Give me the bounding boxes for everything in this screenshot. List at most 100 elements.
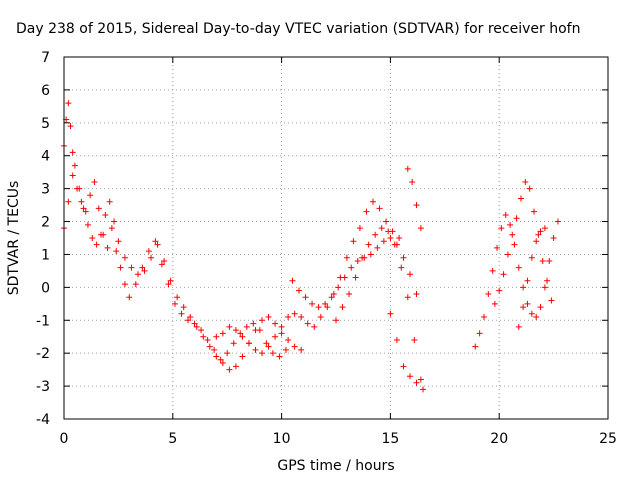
data-point [243,323,250,330]
data-point [232,327,239,334]
data-point [206,343,213,350]
data-point [531,208,538,215]
data-point [472,343,479,350]
data-point [121,281,128,288]
data-point [226,366,233,373]
x-tick-label: 15 [381,431,399,447]
data-point [515,264,522,271]
data-point [213,353,220,360]
x-tick-label: 20 [490,431,508,447]
y-tick-label: -4 [36,412,50,428]
y-axis-label: SDTVAR / TECUs [6,181,22,296]
data-point [224,350,231,357]
data-point [100,231,107,238]
data-point [367,251,374,258]
data-point [489,267,496,274]
x-tick-label: 10 [273,431,291,447]
data-point [404,165,411,172]
data-point [406,373,413,380]
data-point [480,313,487,320]
data-point [533,313,540,320]
data-point [291,310,298,317]
data-point [289,277,296,284]
data-point [476,330,483,337]
data-point [317,313,324,320]
data-point [148,254,155,261]
data-point [507,221,514,228]
series-track-i [491,179,555,307]
data-point [285,337,292,344]
data-point [524,277,531,284]
series-track-b [61,172,289,363]
data-point [322,300,329,307]
data-point [372,231,379,238]
data-point [217,356,224,363]
data-point [548,297,555,304]
data-point [513,215,520,222]
data-point [265,313,272,320]
data-point [78,198,85,205]
data-point [298,346,305,353]
data-point [413,202,420,209]
data-point [533,238,540,245]
data-point [93,241,100,248]
data-point [265,343,272,350]
data-point [204,337,211,344]
data-point [537,228,544,235]
data-point [263,340,270,347]
x-axis-ticks: 0 5 10 15 20 25 [60,57,617,447]
data-point [69,149,76,156]
x-axis-label: GPS time / hours [277,458,394,474]
data-point [363,208,370,215]
data-point [413,290,420,297]
data-point [178,310,185,317]
data-point [315,304,322,311]
data-point [104,244,111,251]
data-point [259,350,266,357]
data-point [134,271,141,278]
plot-frame [63,56,609,420]
x-tick-label: 0 [60,431,69,447]
data-point [145,248,152,255]
data-point [239,353,246,360]
series-track-j [515,225,548,330]
data-point [502,211,509,218]
data-point [400,363,407,370]
data-point [544,277,551,284]
data-point [117,264,124,271]
data-point [522,179,529,186]
data-point [89,235,96,241]
data-point [339,304,346,311]
y-tick-label: 0 [41,280,50,296]
data-point [111,218,118,225]
data-point [400,254,407,261]
data-point [198,327,205,334]
data-point [365,241,372,248]
y-axis-ticks: -4 -3 -2 -1 0 1 2 3 4 5 6 7 [36,50,608,428]
data-point [406,271,413,278]
y-tick-label: -2 [36,346,50,362]
data-point [171,300,178,307]
data-point [191,320,198,327]
grid-lines [64,57,608,419]
series-track-g [404,165,424,232]
data-point [84,221,91,228]
data-point [304,320,311,327]
data-point [504,251,511,258]
data-point [256,327,263,334]
data-point [546,258,553,265]
x-tick-label: 25 [599,431,617,447]
series-track-c [213,198,403,357]
y-tick-label: 1 [41,247,50,263]
data-point [121,254,128,261]
data-point [526,185,533,192]
data-point [494,244,501,251]
data-point [333,317,339,324]
data-point [141,267,148,274]
data-point [380,238,387,245]
data-point [276,353,283,360]
data-point [352,274,359,281]
data-point [520,284,527,291]
data-point [343,254,350,261]
